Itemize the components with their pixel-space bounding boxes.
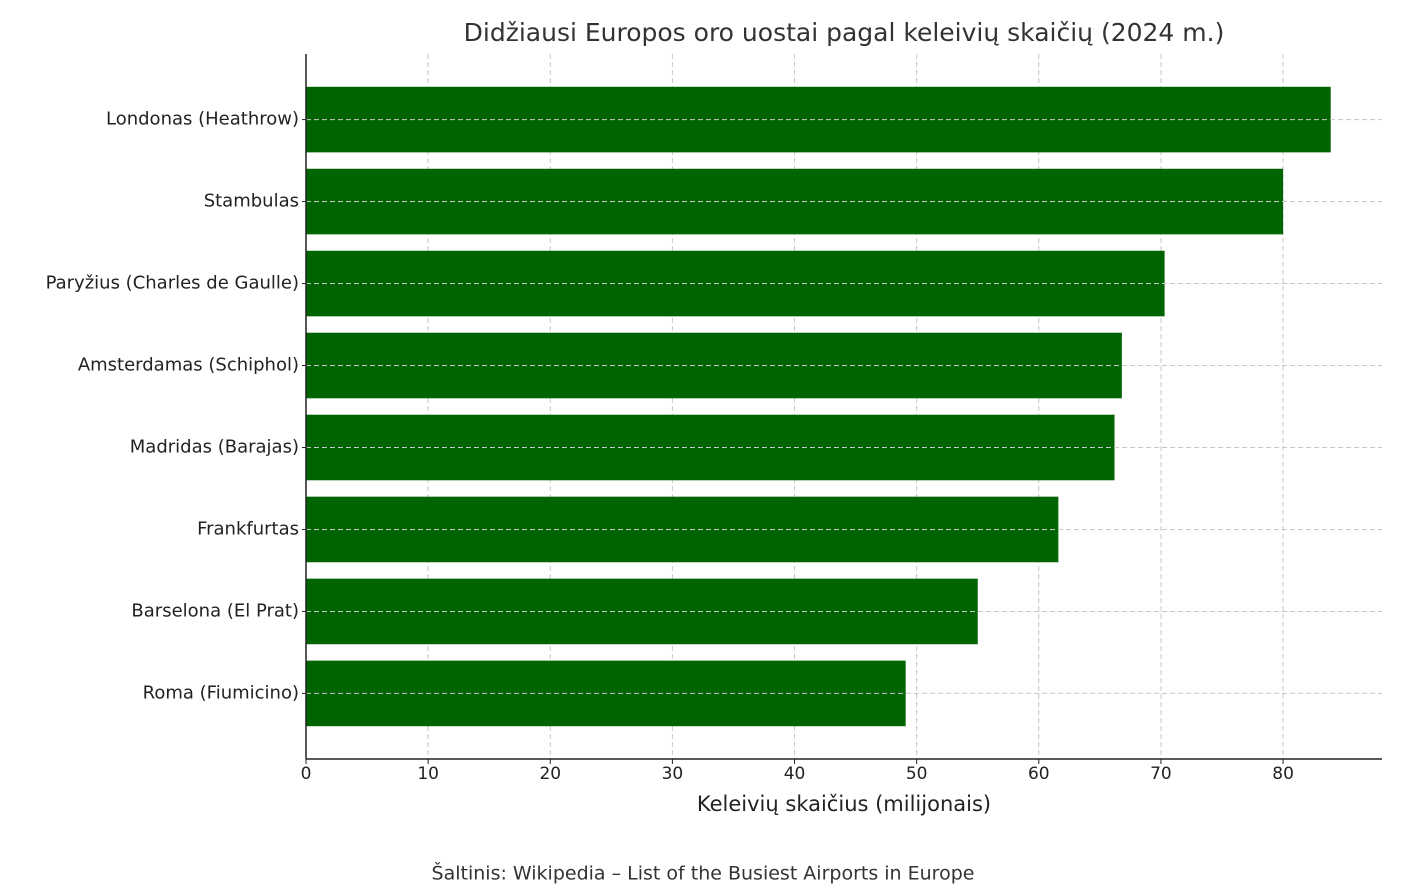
x-tick-label: 40 [784,764,806,784]
chart-title: Didžiausi Europos oro uostai pagal kelei… [464,18,1225,47]
x-tick-label: 0 [301,764,312,784]
x-tick-label: 20 [539,764,561,784]
x-tick-label: 50 [906,764,928,784]
x-tick-label: 30 [662,764,684,784]
y-tick-label: Stambulas [204,191,299,212]
y-tick-label: Paryžius (Charles de Gaulle) [46,273,299,294]
x-axis-label: Keleivių skaičius (milijonais) [697,792,991,816]
y-tick-label: Frankfurtas [197,518,299,539]
bar [306,578,978,645]
source-note: Šaltinis: Wikipedia – List of the Busies… [432,861,975,885]
bar [306,332,1122,399]
x-tick-label: 70 [1150,764,1172,784]
y-tick-label: Madridas (Barajas) [130,436,299,457]
y-tick-label: Roma (Fiumicino) [143,682,299,703]
x-tick-label: 80 [1272,764,1294,784]
y-tick-label: Londonas (Heathrow) [106,109,299,130]
y-tick-label: Barselona (El Prat) [131,600,299,621]
x-tick-label: 10 [417,764,439,784]
x-tick-label: 60 [1028,764,1050,784]
y-tick-label: Amsterdamas (Schiphol) [78,355,299,376]
